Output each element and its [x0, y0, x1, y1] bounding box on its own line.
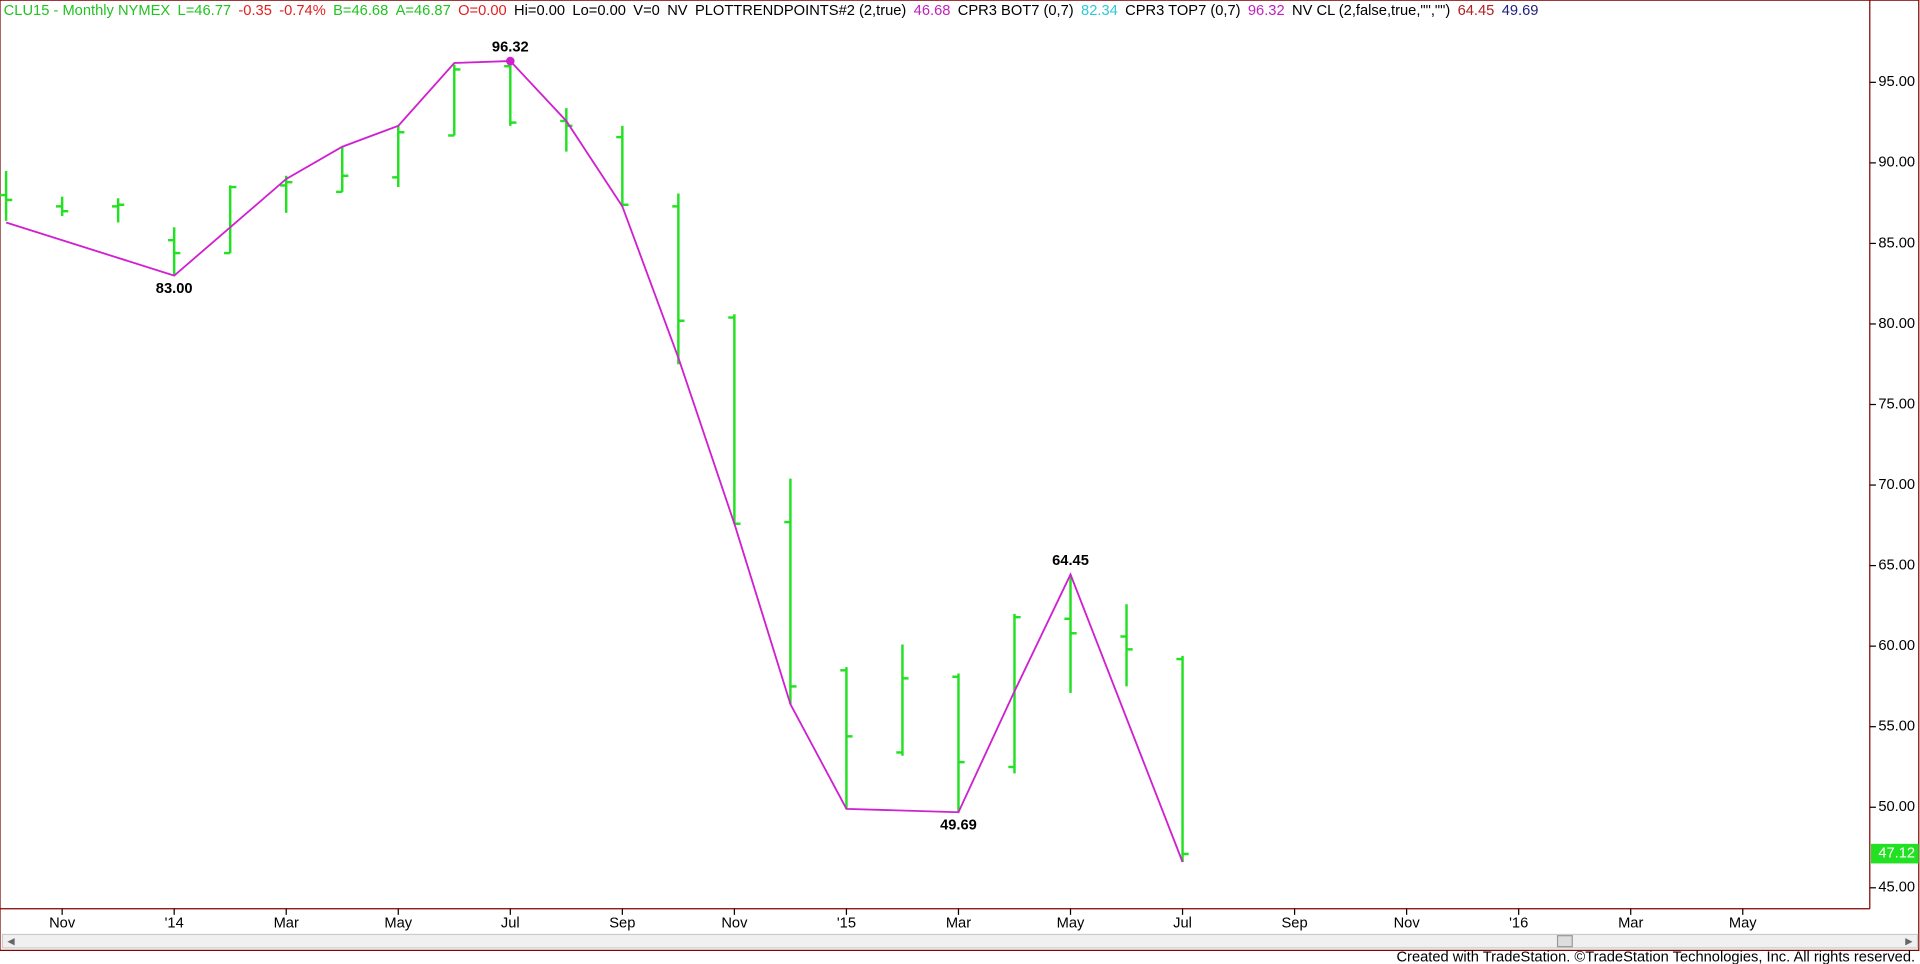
x-tick-label: Mar [274, 915, 299, 931]
header-item: NV [667, 3, 688, 19]
header-item: Lo=0.00 [572, 3, 626, 19]
scrollbar[interactable] [1, 933, 1919, 949]
pivot-dot [506, 56, 515, 66]
y-tick-label: 80.00 [1878, 316, 1915, 332]
scroll-left[interactable]: ◂ [7, 934, 15, 950]
header-item: CLU15 - Monthly NYMEX [4, 3, 171, 19]
footer: Created with TradeStation. ©TradeStation… [1396, 950, 1915, 964]
y-tick-label: 45.00 [1878, 880, 1915, 896]
header-item: A=46.87 [396, 3, 451, 19]
header-item: -0.35 [238, 3, 271, 19]
x-tick-label: May [1057, 915, 1085, 931]
x-tick-label: Sep [1282, 915, 1308, 931]
header-item: CPR3 BOT7 (0,7) [958, 3, 1074, 19]
header-item: V=0 [633, 3, 660, 19]
header-item: NV CL (2,false,true,"","") [1292, 3, 1450, 19]
scroll-right[interactable]: ▸ [1905, 934, 1913, 950]
header: CLU15 - Monthly NYMEX L=46.77 -0.35 -0.74% B… [4, 3, 1539, 19]
pivot-label: 96.32 [492, 39, 529, 55]
x-tick-label: '14 [165, 915, 184, 931]
header-item: 49.69 [1502, 3, 1539, 19]
last-price-label: 47.12 [1878, 846, 1915, 862]
x-tick-label: Nov [49, 915, 76, 931]
x-tick-label: Mar [1618, 915, 1643, 931]
y-tick-label: 90.00 [1878, 155, 1915, 171]
header-item: 64.45 [1458, 3, 1495, 19]
x-tick-label: Nov [1394, 915, 1421, 931]
scroll-thumb[interactable] [1556, 935, 1573, 948]
pivot-label: 49.69 [940, 818, 977, 834]
x-tick-label: Sep [609, 915, 635, 931]
y-tick-label: 85.00 [1878, 235, 1915, 251]
header-item: B=46.68 [333, 3, 388, 19]
x-tick-label: Jul [501, 915, 520, 931]
x-tick-label: '16 [1509, 915, 1528, 931]
header-item: 96.32 [1248, 3, 1285, 19]
trend-line [5, 60, 1184, 863]
pivot-label: 64.45 [1052, 553, 1089, 569]
header-item: PLOTTRENDPOINTS#2 (2,true) [695, 3, 906, 19]
x-tick-label: '15 [837, 915, 856, 931]
x-tick-label: Mar [946, 915, 971, 931]
y-tick-label: 95.00 [1878, 74, 1915, 90]
header-item: O=0.00 [458, 3, 507, 19]
x-tick-label: Nov [721, 915, 748, 931]
header-item: L=46.77 [178, 3, 232, 19]
x-tick-label: May [1729, 915, 1757, 931]
y-tick-label: 55.00 [1878, 719, 1915, 735]
y-tick-label: 60.00 [1878, 638, 1915, 654]
y-tick-label: 50.00 [1878, 799, 1915, 815]
y-tick-label: 75.00 [1878, 396, 1915, 412]
header-item: CPR3 TOP7 (0,7) [1125, 3, 1240, 19]
y-tick-label: 70.00 [1878, 477, 1915, 493]
pivot-label: 83.00 [156, 281, 193, 297]
header-item: Hi=0.00 [514, 3, 565, 19]
header-item: -0.74% [279, 3, 326, 19]
x-tick-label: Jul [1173, 915, 1192, 931]
x-tick-label: May [384, 915, 412, 931]
header-item: 82.34 [1081, 3, 1118, 19]
header-item: 46.68 [914, 3, 951, 19]
last-price-box [1871, 843, 1919, 864]
y-tick-label: 65.00 [1878, 557, 1915, 573]
